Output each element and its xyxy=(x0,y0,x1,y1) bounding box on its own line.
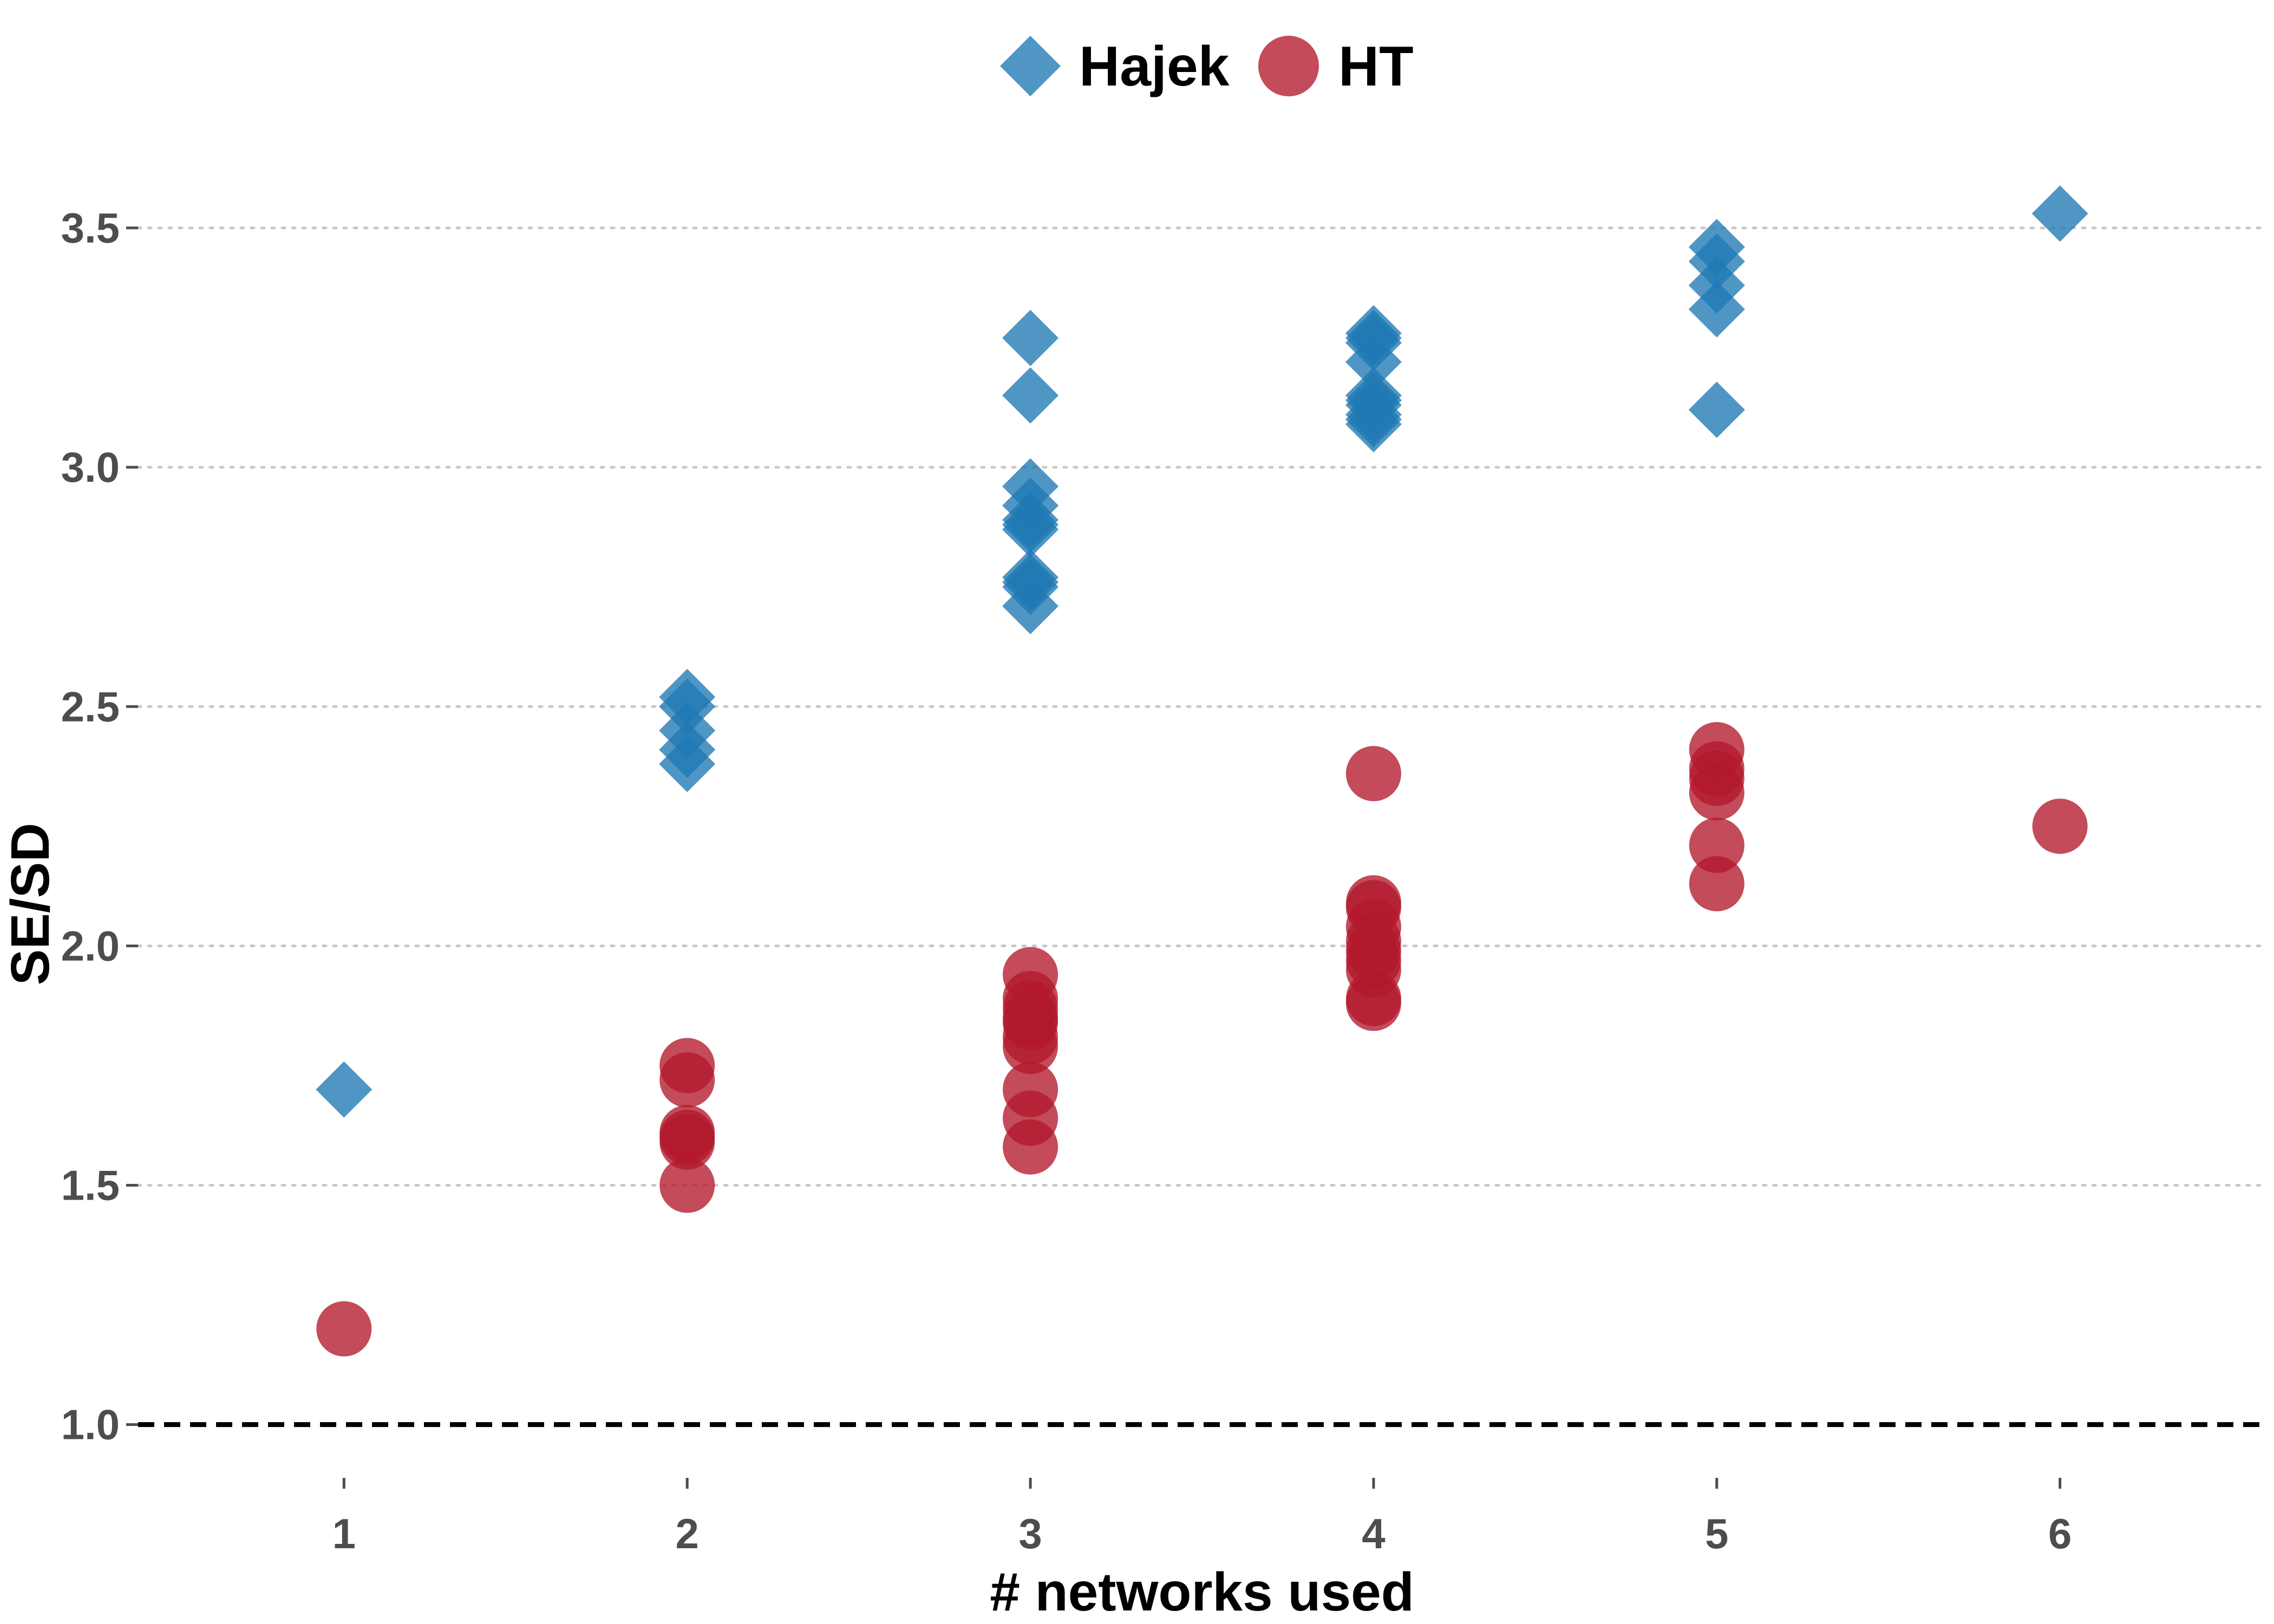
series-hajek xyxy=(316,185,2088,1118)
y-tick-label: 3.0 xyxy=(61,443,120,491)
legend: Hajek HT xyxy=(1000,35,1414,98)
point-diamond xyxy=(1688,281,1745,338)
legend-label-hajek: Hajek xyxy=(1079,35,1230,98)
legend-label-ht: HT xyxy=(1338,35,1414,98)
gridlines xyxy=(136,226,2268,1187)
point-diamond xyxy=(1002,501,1059,558)
x-tick-label: 4 xyxy=(1362,1510,1385,1557)
point-diamond xyxy=(659,736,716,793)
point-diamond xyxy=(1002,578,1059,634)
point-diamond xyxy=(316,1061,373,1118)
point-circle xyxy=(2032,798,2088,854)
x-tick-label: 2 xyxy=(675,1510,698,1557)
point-circle xyxy=(1689,856,1744,912)
legend-item-ht: HT xyxy=(1258,35,1414,98)
x-tick-label: 1 xyxy=(332,1510,356,1557)
point-circle xyxy=(659,1052,715,1108)
y-tick-label: 2.0 xyxy=(61,922,120,970)
point-diamond xyxy=(1688,382,1745,438)
point-circle xyxy=(659,1157,715,1213)
legend-marker-circle xyxy=(1258,36,1319,96)
point-circle xyxy=(316,1301,372,1357)
point-diamond xyxy=(1345,396,1402,453)
point-circle xyxy=(659,1114,715,1170)
y-axis: 1.0 1.5 2.0 2.5 3.0 3.5 xyxy=(61,204,138,1449)
series-ht xyxy=(316,722,2088,1357)
legend-marker-diamond xyxy=(1000,36,1061,96)
x-tick-label: 6 xyxy=(2048,1510,2072,1557)
point-circle xyxy=(1345,975,1401,1031)
y-tick-label: 3.5 xyxy=(61,204,120,252)
point-diamond xyxy=(1002,310,1059,366)
plot-points xyxy=(316,185,2088,1357)
point-circle xyxy=(1003,1119,1058,1175)
point-circle xyxy=(1689,765,1744,821)
y-axis-title: SE/SD xyxy=(0,823,61,985)
point-diamond xyxy=(1345,333,1402,390)
x-axis: 1 2 3 4 5 6 xyxy=(332,1478,2072,1557)
point-diamond xyxy=(1002,367,1059,424)
x-axis-title: # networks used xyxy=(990,1562,1414,1622)
point-circle xyxy=(1003,1019,1058,1075)
y-tick-label: 1.5 xyxy=(61,1161,120,1209)
point-diamond xyxy=(2031,185,2088,242)
x-tick-label: 5 xyxy=(1705,1510,1728,1557)
point-circle xyxy=(1689,817,1744,873)
y-tick-label: 2.5 xyxy=(61,683,120,730)
y-tick-label: 1.0 xyxy=(61,1401,120,1449)
x-tick-label: 3 xyxy=(1018,1510,1042,1557)
legend-item-hajek: Hajek xyxy=(1000,35,1230,98)
point-circle xyxy=(1345,746,1401,802)
